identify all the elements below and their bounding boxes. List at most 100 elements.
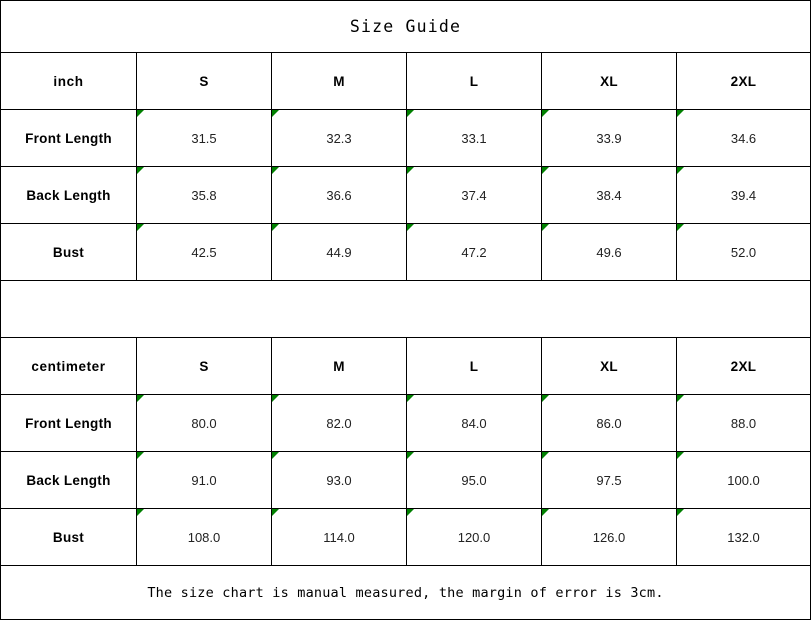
comment-marker-icon: [407, 395, 414, 402]
cell-value: 91.0: [191, 472, 217, 488]
cell-value: 37.4: [461, 187, 487, 203]
comment-marker-icon: [542, 110, 549, 117]
header-row-inch: inch S M L XL 2XL: [0, 52, 811, 110]
comment-marker-icon: [407, 110, 414, 117]
cell-inch-back-length-2xl: 39.4: [675, 166, 811, 224]
comment-marker-icon: [137, 452, 144, 459]
comment-marker-icon: [272, 167, 279, 174]
cell-cm-bust-m: 114.0: [271, 508, 407, 566]
cell-cm-front-length-m: 82.0: [271, 394, 407, 452]
footer-note-row: The size chart is manual measured, the m…: [0, 565, 811, 620]
spacer-cell: [0, 280, 811, 338]
cell-value: 39.4: [730, 187, 757, 203]
cell-value: 97.5: [596, 472, 622, 488]
comment-marker-icon: [272, 452, 279, 459]
spacer-row: [0, 280, 811, 338]
comment-marker-icon: [407, 167, 414, 174]
comment-marker-icon: [137, 509, 144, 516]
column-header-m: M: [271, 52, 407, 110]
comment-marker-icon: [542, 395, 549, 402]
comment-marker-icon: [272, 224, 279, 231]
table-row: Front Length 31.5 32.3 33.1 33.9 34.6: [0, 109, 811, 167]
comment-marker-icon: [677, 395, 684, 402]
cell-value: 42.5: [191, 244, 217, 260]
column-header-s-cm: S: [136, 337, 272, 395]
cell-value: 120.0: [457, 529, 491, 545]
unit-header-inch: inch: [0, 52, 137, 110]
cell-value: 95.0: [461, 472, 487, 488]
cell-inch-front-length-xl: 33.9: [541, 109, 677, 167]
cell-inch-bust-2xl: 52.0: [675, 223, 811, 281]
cell-value: 86.0: [596, 415, 622, 431]
cell-inch-bust-l: 47.2: [406, 223, 542, 281]
column-header-2xl-cm: 2XL: [675, 337, 811, 395]
comment-marker-icon: [407, 224, 414, 231]
cell-cm-back-length-xl: 97.5: [541, 451, 677, 509]
comment-marker-icon: [542, 167, 549, 174]
column-header-xl-cm: XL: [541, 337, 677, 395]
cell-value: 93.0: [326, 472, 352, 488]
unit-header-centimeter: centimeter: [0, 337, 137, 395]
cell-cm-front-length-s: 80.0: [136, 394, 272, 452]
table-row: Bust 108.0 114.0 120.0 126.0 132.0: [0, 508, 811, 566]
comment-marker-icon: [407, 509, 414, 516]
cell-value: 35.8: [191, 187, 217, 203]
cell-value: 33.9: [596, 130, 622, 146]
row-label-back-length-inch: Back Length: [0, 166, 137, 224]
column-header-2xl: 2XL: [675, 52, 811, 110]
column-header-l: L: [406, 52, 542, 110]
cell-inch-bust-s: 42.5: [136, 223, 272, 281]
cell-inch-back-length-m: 36.6: [271, 166, 407, 224]
title-row: Size Guide: [0, 0, 811, 53]
cell-value: 108.0: [187, 529, 221, 545]
comment-marker-icon: [677, 167, 684, 174]
comment-marker-icon: [542, 509, 549, 516]
header-row-centimeter: centimeter S M L XL 2XL: [0, 337, 811, 395]
comment-marker-icon: [542, 224, 549, 231]
comment-marker-icon: [542, 452, 549, 459]
row-label-front-length-inch: Front Length: [0, 109, 137, 167]
comment-marker-icon: [272, 395, 279, 402]
row-label-bust-cm: Bust: [0, 508, 137, 566]
column-header-m-cm: M: [271, 337, 407, 395]
cell-value: 38.4: [596, 187, 622, 203]
cell-inch-bust-xl: 49.6: [541, 223, 677, 281]
table-row: Back Length 91.0 93.0 95.0 97.5 100.0: [0, 451, 811, 509]
cell-value: 36.6: [326, 187, 352, 203]
cell-cm-front-length-xl: 86.0: [541, 394, 677, 452]
cell-cm-bust-xl: 126.0: [541, 508, 677, 566]
cell-cm-back-length-m: 93.0: [271, 451, 407, 509]
table-row: Front Length 80.0 82.0 84.0 86.0 88.0: [0, 394, 811, 452]
cell-value: 114.0: [323, 529, 355, 545]
cell-value: 31.5: [191, 130, 217, 146]
cell-inch-bust-m: 44.9: [271, 223, 407, 281]
cell-cm-back-length-l: 95.0: [406, 451, 542, 509]
column-header-xl: XL: [541, 52, 677, 110]
row-label-back-length-cm: Back Length: [0, 451, 137, 509]
cell-value: 34.6: [730, 130, 757, 146]
cell-cm-back-length-s: 91.0: [136, 451, 272, 509]
cell-cm-front-length-2xl: 88.0: [675, 394, 811, 452]
cell-inch-back-length-s: 35.8: [136, 166, 272, 224]
cell-cm-bust-2xl: 132.0: [675, 508, 811, 566]
row-label-bust-inch: Bust: [0, 223, 137, 281]
comment-marker-icon: [677, 110, 684, 117]
comment-marker-icon: [137, 224, 144, 231]
comment-marker-icon: [137, 110, 144, 117]
table-row: Bust 42.5 44.9 47.2 49.6 52.0: [0, 223, 811, 281]
page-title: Size Guide: [0, 0, 811, 53]
cell-value: 100.0: [727, 472, 760, 488]
column-header-l-cm: L: [406, 337, 542, 395]
cell-value: 82.0: [326, 415, 352, 431]
cell-cm-back-length-2xl: 100.0: [675, 451, 811, 509]
comment-marker-icon: [137, 395, 144, 402]
cell-value: 47.2: [461, 244, 487, 260]
cell-inch-front-length-s: 31.5: [136, 109, 272, 167]
comment-marker-icon: [677, 509, 684, 516]
cell-cm-bust-s: 108.0: [136, 508, 272, 566]
cell-value: 80.0: [191, 415, 217, 431]
cell-cm-front-length-l: 84.0: [406, 394, 542, 452]
cell-value: 88.0: [730, 415, 757, 431]
cell-inch-front-length-l: 33.1: [406, 109, 542, 167]
